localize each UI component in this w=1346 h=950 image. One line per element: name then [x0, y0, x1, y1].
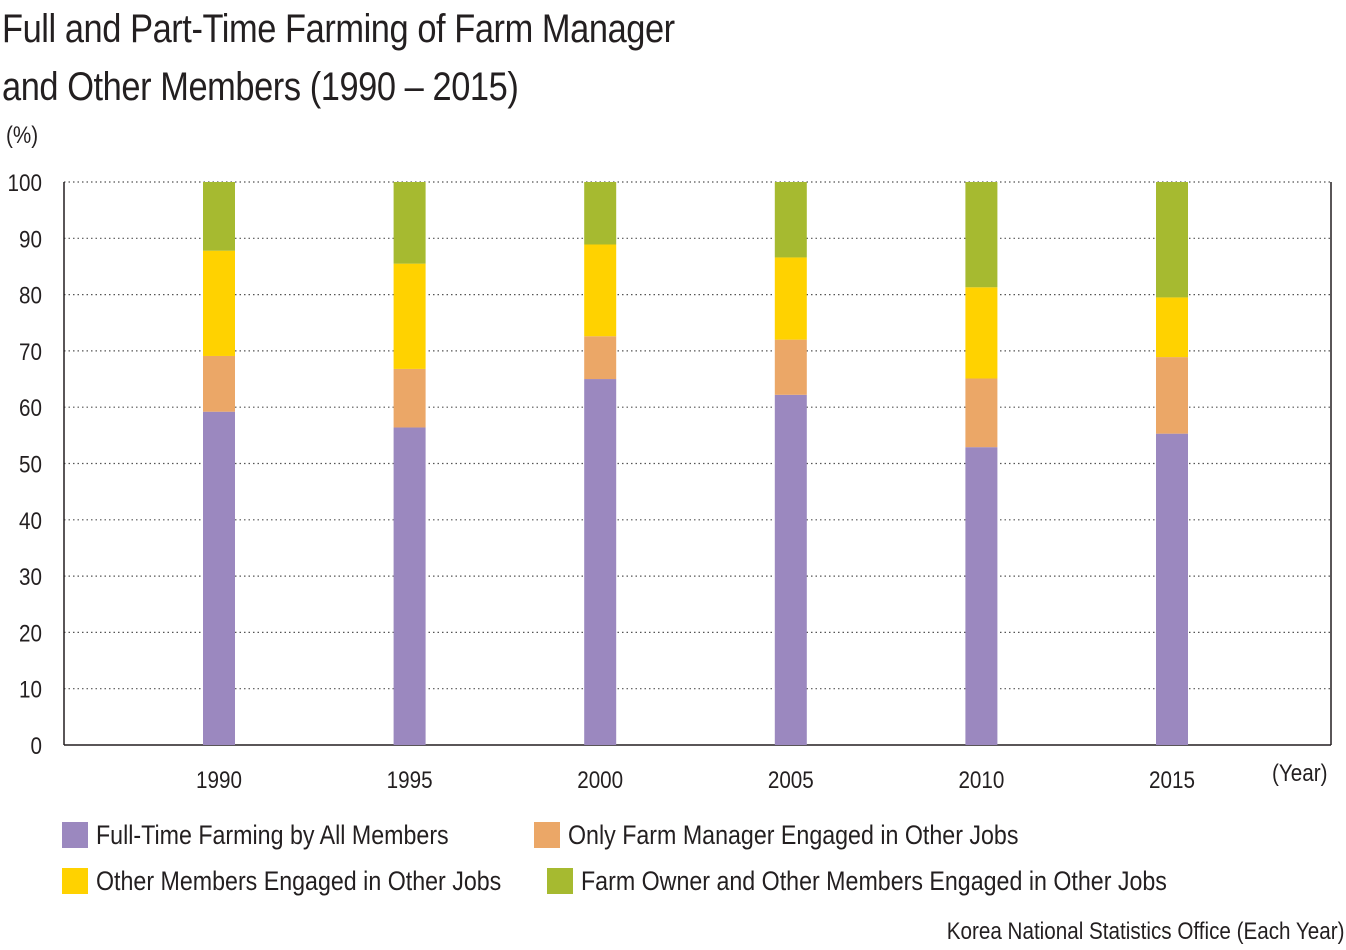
bar-2000-series-3: [584, 244, 617, 337]
legend-swatch-manager-other-jobs: [534, 822, 561, 848]
bar-2005-series-2: [774, 339, 807, 395]
x-tick-label-2015: 2015: [1149, 767, 1195, 794]
legend-item-manager-other-jobs: Only Farm Manager Engaged in Other Jobs: [534, 820, 1092, 851]
bar-2015-series-4: [1156, 182, 1188, 298]
chart-title-line-2: and Other Members (1990 – 2015): [2, 65, 519, 109]
legend-label-full-time: Full-Time Farming by All Members: [96, 819, 449, 850]
y-tick-label-20: 20: [19, 620, 42, 647]
y-tick-label-50: 50: [19, 451, 42, 478]
y-tick-label-10: 10: [19, 676, 42, 703]
legend-swatch-owner-and-members-other-jobs: [547, 868, 574, 894]
bar-2015-series-3: [1156, 297, 1188, 358]
stacked-bar-chart: 0 10 20 30 40 50 60 70 80 90 100 1990 1995 2000 2005 20…: [8, 170, 1332, 794]
bar-1995-series-3: [393, 263, 426, 369]
bar-2000-series-2: [584, 336, 617, 380]
bar-2000-series-4: [584, 182, 617, 245]
x-axis-unit: (Year): [1272, 760, 1328, 787]
y-tick-label-70: 70: [19, 338, 42, 365]
legend-row-1: Full-Time Farming by All Members Only Fa…: [62, 812, 1281, 858]
bar-2015-series-1: [1156, 433, 1188, 745]
bar-2010-series-2: [965, 378, 998, 448]
bar-2000-series-1: [584, 379, 617, 745]
bar-2015-series-2: [1156, 357, 1188, 434]
x-tick-label-1990: 1990: [196, 767, 242, 794]
bar-1995-series-2: [393, 368, 426, 428]
y-tick-label-80: 80: [19, 282, 42, 309]
legend-swatch-full-time: [62, 822, 88, 848]
legend-item-owner-and-members-other-jobs: Farm Owner and Other Members Engaged in …: [547, 866, 1262, 897]
legend-swatch-members-other-jobs: [62, 868, 88, 894]
x-tick-label-2005: 2005: [768, 767, 814, 794]
y-tick-label-100: 100: [8, 170, 42, 197]
y-tick-label-40: 40: [19, 507, 42, 534]
source-note: Korea National Statistics Office (Each Y…: [946, 918, 1344, 945]
y-tick-label-0: 0: [31, 733, 42, 760]
legend-item-full-time: Full-Time Farming by All Members: [62, 820, 506, 851]
bar-1995-series-1: [393, 427, 426, 745]
x-tick-label-2010: 2010: [958, 767, 1004, 794]
bar-2010-series-4: [965, 182, 998, 288]
bar-2005-series-4: [774, 182, 807, 258]
chart-title: Full and Part-Time Farming of Farm Manag…: [2, 0, 675, 116]
bar-1990-series-2: [203, 355, 235, 412]
legend: Full-Time Farming by All Members Only Fa…: [62, 812, 1281, 904]
x-tick-label-1995: 1995: [387, 767, 433, 794]
legend-label-members-other-jobs: Other Members Engaged in Other Jobs: [96, 865, 502, 896]
legend-label-owner-and-members-other-jobs: Farm Owner and Other Members Engaged in …: [581, 865, 1168, 896]
bar-2005-series-1: [774, 394, 807, 745]
bar-1990-series-4: [203, 182, 235, 251]
legend-label-manager-other-jobs: Only Farm Manager Engaged in Other Jobs: [568, 819, 1019, 850]
bar-1995-series-4: [393, 182, 426, 264]
y-tick-label-60: 60: [19, 395, 42, 422]
bar-2010-series-1: [965, 447, 998, 745]
bar-2010-series-3: [965, 287, 998, 379]
y-axis-unit: (%): [6, 122, 39, 149]
y-tick-label-90: 90: [19, 226, 42, 253]
bar-1990-series-3: [203, 250, 235, 356]
legend-item-members-other-jobs: Other Members Engaged in Other Jobs: [62, 866, 567, 897]
chart-title-line-1: Full and Part-Time Farming of Farm Manag…: [2, 7, 675, 51]
bar-1990-series-1: [203, 411, 235, 745]
bar-2005-series-3: [774, 257, 807, 340]
x-tick-label-2000: 2000: [577, 767, 623, 794]
y-tick-label-30: 30: [19, 564, 42, 591]
legend-row-2: Other Members Engaged in Other Jobs Farm…: [62, 858, 1281, 904]
